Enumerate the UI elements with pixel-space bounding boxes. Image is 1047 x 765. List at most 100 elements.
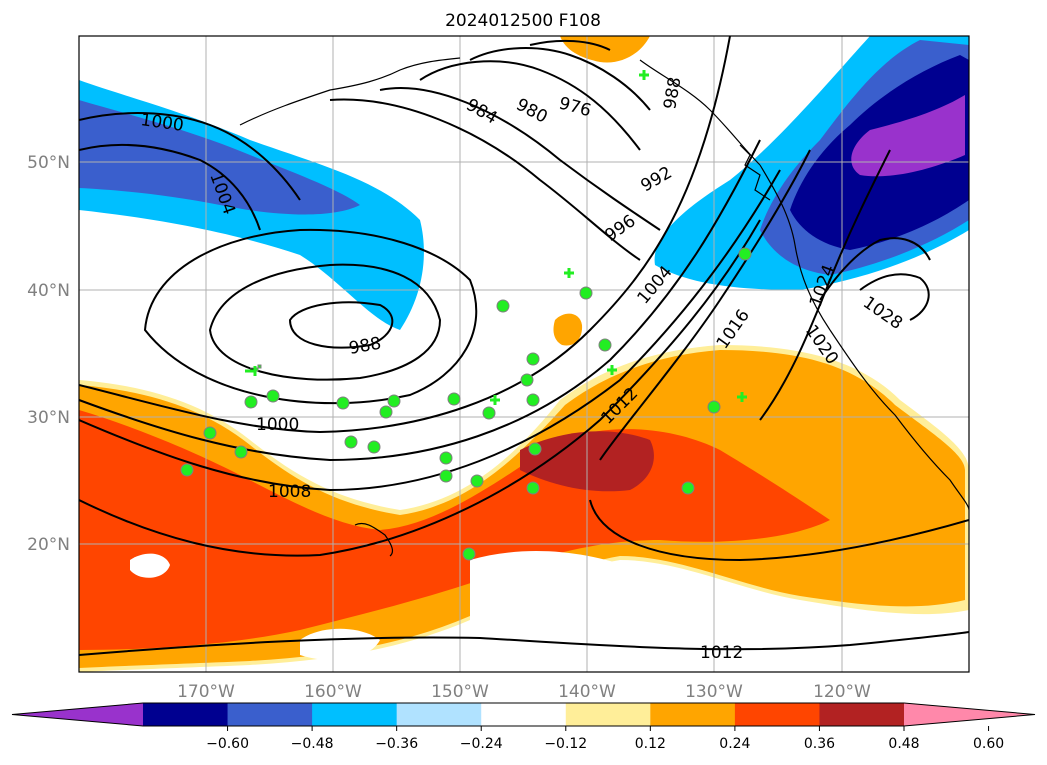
colorbar-segment — [143, 703, 229, 726]
colorbar-segment — [565, 703, 651, 726]
coast-alaska-panhandle — [639, 59, 761, 166]
station-marker — [526, 481, 540, 495]
contour-1016 — [599, 149, 811, 461]
coast-alaska — [239, 57, 461, 126]
contour-1012-far — [79, 631, 969, 656]
station-marker — [180, 463, 194, 477]
contour-996-low — [143, 228, 478, 405]
station-plus-marker — [737, 392, 747, 402]
colorbar-tick-label: −0.24 — [460, 736, 503, 752]
colorbar-tick-label: −0.48 — [291, 736, 334, 752]
coast-pacific-nw — [759, 164, 831, 331]
contour-nw-1004 — [79, 143, 261, 231]
lat-label: 30°N — [27, 408, 70, 428]
station-marker — [707, 400, 721, 414]
map-area: 1000 1004 984 980 976 988 992 996 1004 1… — [79, 36, 969, 672]
station-plus-marker — [490, 395, 500, 405]
colorbar-segment — [227, 703, 313, 726]
station-marker — [344, 435, 358, 449]
contour-988-low — [288, 301, 394, 349]
colorbar-tick-label: −0.36 — [375, 736, 418, 752]
lon-label: 130°W — [685, 682, 743, 702]
station-marker — [738, 247, 752, 261]
station-marker — [439, 469, 453, 483]
contour-1012-south — [79, 219, 761, 557]
station-marker — [598, 338, 612, 352]
lat-label: 40°N — [27, 281, 70, 301]
contour-nw-1000 — [79, 112, 301, 201]
colorbar: −0.60 −0.48 −0.36 −0.24 −0.12 0.12 0.24 0.36 0.4… — [11, 702, 1036, 752]
contour-1004 — [79, 139, 761, 462]
station-plus-marker — [639, 70, 649, 80]
anomaly-pos-patch — [553, 313, 583, 346]
lon-label: 150°W — [431, 682, 489, 702]
colorbar-tick-label: −0.12 — [544, 736, 587, 752]
station-markers — [180, 70, 752, 561]
longitude-labels: 170°W 160°W 150°W 140°W 130°W 120°W — [177, 682, 871, 702]
station-marker — [482, 406, 496, 420]
colorbar-extend-high — [904, 703, 1035, 726]
station-marker — [447, 392, 461, 406]
pressure-contours — [79, 36, 969, 656]
colorbar-tick-label: 0.12 — [635, 736, 666, 752]
station-marker — [203, 426, 217, 440]
station-marker — [439, 451, 453, 465]
station-marker — [579, 286, 593, 300]
lon-label: 140°W — [558, 682, 616, 702]
station-marker — [266, 389, 280, 403]
contour-980 — [469, 47, 651, 111]
coast-hawaii — [354, 522, 394, 557]
anomaly-neutral-hole-2 — [130, 553, 170, 578]
anomaly-neutral-hole-1 — [300, 628, 380, 660]
colorbar-tick-label: −0.60 — [206, 736, 249, 752]
colorbar-tick-label: 0.36 — [804, 736, 835, 752]
map-frame — [78, 35, 970, 673]
latitude-labels: 50°N 40°N 30°N 20°N — [27, 153, 70, 555]
station-marker — [462, 547, 476, 561]
map-title: 2024012500 F108 — [445, 11, 601, 31]
contour-992 — [379, 87, 661, 231]
colorbar-segment — [650, 703, 736, 726]
station-marker — [234, 445, 248, 459]
graticule — [79, 36, 969, 672]
coast-bc — [739, 144, 771, 201]
anomaly-neg-ne-purple — [851, 95, 965, 177]
contour-label: 1012 — [700, 643, 743, 663]
contour-1024 — [819, 237, 931, 301]
contour-label: 1000 — [256, 415, 299, 435]
coast-california — [829, 329, 969, 511]
colorbar-segment — [819, 703, 905, 726]
lat-label: 50°N — [27, 153, 70, 173]
station-marker — [526, 352, 540, 366]
colorbar-tick-label: 0.24 — [719, 736, 750, 752]
station-marker — [387, 394, 401, 408]
contour-label: 1008 — [268, 482, 311, 502]
colorbar-segment — [734, 703, 820, 726]
lon-label: 160°W — [304, 682, 362, 702]
contour-976 — [529, 39, 611, 51]
station-marker — [379, 405, 393, 419]
coastlines — [239, 57, 969, 557]
colorbar-outline — [11, 702, 1036, 727]
lon-label: 120°W — [813, 682, 871, 702]
station-plus-marker — [564, 268, 574, 278]
colorbar-tick-label: 0.60 — [973, 736, 1004, 752]
contour-1000 — [79, 36, 731, 434]
station-plus-marker — [607, 365, 617, 375]
colorbar-tick-label: 0.48 — [888, 736, 919, 752]
contour-984 — [419, 60, 641, 151]
station-marker — [496, 299, 510, 313]
station-marker — [681, 481, 695, 495]
station-marker — [526, 393, 540, 407]
station-marker — [244, 395, 258, 409]
contour-992-low — [208, 263, 442, 381]
station-marker — [520, 373, 534, 387]
station-marker — [336, 396, 350, 410]
lon-label: 170°W — [177, 682, 235, 702]
colorbar-segment — [481, 703, 567, 726]
colorbar-segment — [396, 703, 482, 726]
lat-label: 20°N — [27, 535, 70, 555]
contour-996 — [329, 98, 641, 261]
contour-1008 — [79, 169, 781, 492]
